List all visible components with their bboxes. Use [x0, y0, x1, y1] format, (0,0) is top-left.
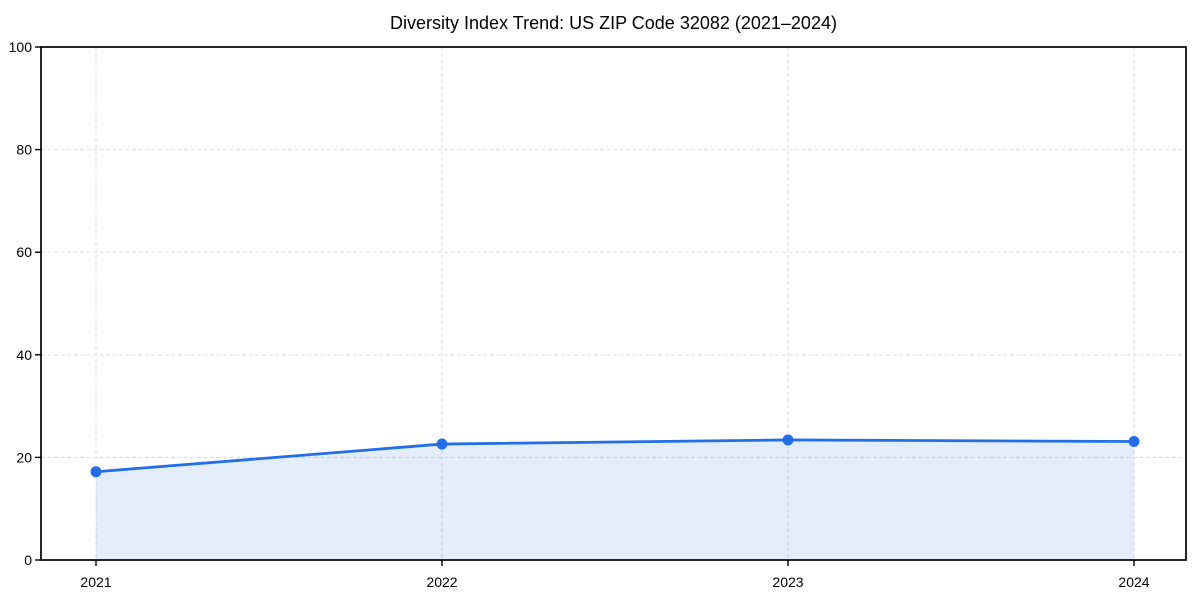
area-fill [96, 439, 1134, 560]
y-axis-tick-label: 20 [16, 449, 32, 465]
plot-border [40, 46, 1187, 561]
y-axis-tick-label: 100 [9, 39, 33, 55]
y-axis-tick-label: 40 [16, 347, 32, 363]
y-axis-tick-label: 0 [24, 552, 32, 568]
x-axis-tick-label: 2024 [1118, 574, 1149, 590]
x-axis-tick-label: 2022 [426, 574, 457, 590]
chart-title: Diversity Index Trend: US ZIP Code 32082… [390, 13, 837, 33]
data-point-2022 [436, 438, 448, 450]
trend-line [94, 438, 1136, 474]
y-axis-tick-label: 80 [16, 142, 32, 158]
data-point-2023 [782, 434, 794, 446]
x-axis-tick-label: 2023 [772, 574, 803, 590]
y-axis-tick-label: 60 [16, 244, 32, 260]
data-point-2024 [1128, 435, 1140, 447]
x-axis-tick-label: 2021 [80, 574, 111, 590]
data-point-2021 [90, 466, 102, 478]
